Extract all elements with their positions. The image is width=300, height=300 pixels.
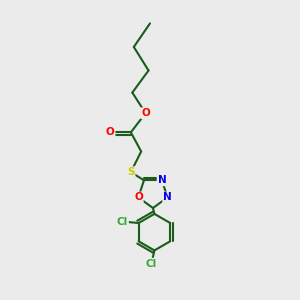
Text: S: S [127, 167, 135, 177]
Text: O: O [106, 127, 115, 137]
Text: Cl: Cl [117, 217, 128, 226]
Text: Cl: Cl [146, 259, 157, 269]
Text: O: O [141, 108, 150, 118]
Text: N: N [158, 175, 166, 185]
Text: O: O [134, 192, 143, 203]
Text: N: N [163, 192, 172, 203]
